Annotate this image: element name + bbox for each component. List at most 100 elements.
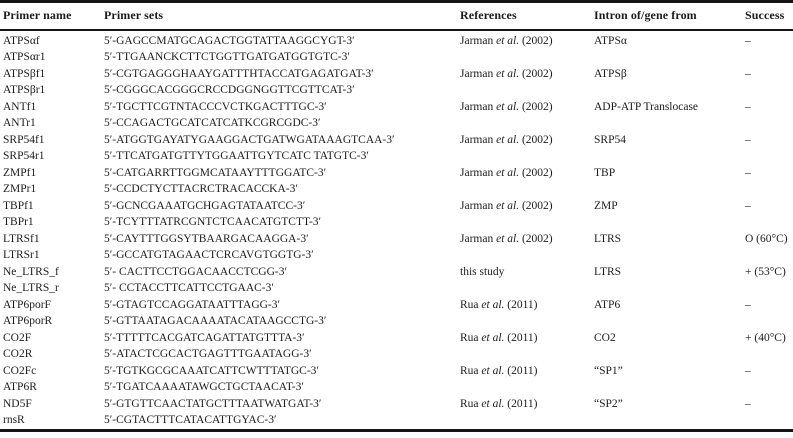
intron-gene-cell: LTRS (594, 232, 622, 245)
success-cell: – (745, 364, 751, 377)
reference-cell: Jarman et al. (2002) (460, 200, 594, 212)
primer-name-cell: CO2F (3, 331, 32, 344)
primer-sequence-cell: 5′-GTTAATAGACAAAATACATAAGCCTG-3′ (104, 315, 327, 328)
table-top-rule (0, 0, 793, 3)
column-header-references: References (460, 8, 517, 22)
table-row: ND5F 5′-GTGTTCAACTATGCTTTAATWATGAT-3′ Ru… (0, 396, 793, 413)
intron-gene-cell: TBP (594, 166, 616, 179)
reference-author: Rua (460, 397, 482, 410)
primer-name-cell: ATP6R (3, 381, 37, 394)
table-row: SRP54r1 5′-TTCATGATGTTYTGGAATTGYTCATC TA… (0, 148, 793, 165)
table-row: ATP6porR 5′-GTTAATAGACAAAATACATAAGCCTG-3… (0, 313, 793, 330)
reference-author: Jarman (460, 34, 497, 47)
reference-etal: et al. (496, 133, 520, 146)
intron-gene-cell: ATPSα (594, 34, 627, 47)
primer-sequence-cell: 5′-TTGAANCKCTTCTGGTTGATGATGGTGTC-3′ (104, 51, 350, 64)
success-cell: – (745, 166, 751, 179)
primer-sequence-cell: 5′-TGTKGCGCAAATCATTCWTTTATGC-3′ (104, 364, 319, 377)
primer-sequence-cell: 5′-CCAGACTGCATCATCATKCGRCGDC-3′ (104, 117, 321, 130)
primer-sequence-cell: 5′-CGTGAGGGHAAYGATTTHTACCATGAGATGAT-3′ (104, 67, 374, 80)
reference-author: Jarman (460, 232, 497, 245)
intron-gene-cell: LTRS (594, 265, 622, 278)
primer-name-cell: Ne_LTRS_r (3, 282, 59, 295)
table-row: LTRSr1 5′-GCCATGTAGAACTCRCAVGTGGTG-3′ (0, 247, 793, 264)
primer-name-cell: ZMPr1 (3, 183, 37, 196)
table-row: ATPSβf1 5′-CGTGAGGGHAAYGATTTHTACCATGAGAT… (0, 66, 793, 83)
primer-name-cell: ATP6porR (3, 315, 53, 328)
intron-gene-cell: ZMP (594, 199, 618, 212)
column-header-success: Success (745, 8, 785, 22)
reference-cell: Jarman et al. (2002) (460, 68, 594, 80)
reference-year: (2002) (519, 34, 553, 47)
reference-cell: Jarman et al. (2002) (460, 101, 594, 113)
reference-etal: et al. (481, 364, 505, 377)
table-bottom-rule (0, 429, 793, 432)
reference-year: (2002) (519, 133, 553, 146)
primer-sequence-cell: 5′-GAGCCMATGCAGACTGGTATTAAGGCYGT-3′ (104, 34, 355, 47)
primer-name-cell: ATP6porF (3, 298, 51, 311)
success-cell: – (745, 100, 751, 113)
success-cell: – (745, 199, 751, 212)
table-row: ANTf1 5′-TGCTTCGTNTACCCVCTKGACTTTGC-3′ J… (0, 99, 793, 116)
success-cell: O (60°C) (745, 232, 788, 245)
primer-name-cell: LTRSf1 (3, 232, 40, 245)
reference-year: (2011) (504, 364, 538, 377)
primer-name-cell: TBPr1 (3, 216, 34, 229)
table-row: CO2F 5′-TTTTTCACGATCAGATTATGTTTA-3′ Rua … (0, 330, 793, 347)
primer-sequence-cell: 5′-GCCATGTAGAACTCRCAVGTGGTG-3′ (104, 249, 314, 262)
primer-name-cell: CO2R (3, 348, 33, 361)
reference-etal: et al. (481, 397, 505, 410)
primer-name-cell: SRP54r1 (3, 150, 45, 163)
table-row: Ne_LTRS_f 5′- CACTTCCTGGACAACCTCGG-3′ th… (0, 264, 793, 281)
table-row: ZMPr1 5′-CCDCTYCTTACRCTRACACCKA-3′ (0, 181, 793, 198)
reference-etal: et al. (496, 199, 520, 212)
reference-year: (2011) (504, 331, 538, 344)
primer-name-cell: ATPSαr1 (3, 51, 46, 64)
table-row: ATPSαf 5′-GAGCCMATGCAGACTGGTATTAAGGCYGT-… (0, 33, 793, 50)
primer-sequence-cell: 5′-TGCTTCGTNTACCCVCTKGACTTTGC-3′ (104, 100, 327, 113)
primer-sequence-cell: 5′-GTAGTCCAGGATAATTTAGG-3′ (104, 298, 281, 311)
intron-gene-cell: ATP6 (594, 298, 621, 311)
reference-author: Jarman (460, 166, 497, 179)
primer-sequence-cell: 5′-TTCATGATGTTYTGGAATTGYTCATC TATGTC-3′ (104, 150, 369, 163)
primer-name-cell: ANTf1 (3, 100, 37, 113)
primer-sequence-cell: 5′-TGATCAAAATAWGCTGCTAACAT-3′ (104, 381, 304, 394)
primer-sequence-cell: 5′-TCYTTTATRCGNTCTCAACATGTCTT-3′ (104, 216, 322, 229)
primer-sequence-cell: 5′-TTTTTCACGATCAGATTATGTTTA-3′ (104, 331, 305, 344)
reference-author: Jarman (460, 67, 497, 80)
reference-author: this study (460, 265, 505, 278)
reference-cell: Rua et al. (2011) (460, 332, 594, 344)
table-body: ATPSαf 5′-GAGCCMATGCAGACTGGTATTAAGGCYGT-… (0, 33, 793, 429)
primer-name-cell: Ne_LTRS_f (3, 265, 59, 278)
table-row: CO2R 5′-ATACTCGCACTGAGTTTGAATAGG-3′ (0, 346, 793, 363)
reference-etal: et al. (496, 166, 520, 179)
table-row: ATPSβr1 5′-CGGGCACGGGCRCCDGGNGGTTCGTTCAT… (0, 82, 793, 99)
table-row: ANTr1 5′-CCAGACTGCATCATCATKCGRCGDC-3′ (0, 115, 793, 132)
reference-year: (2002) (519, 100, 553, 113)
primer-sequence-cell: 5′-CAYTTTGGSYTBAARGACAAGGA-3′ (104, 232, 309, 245)
reference-cell: Jarman et al. (2002) (460, 167, 594, 179)
primer-name-cell: ANTr1 (3, 117, 36, 130)
success-cell: – (745, 67, 751, 80)
success-cell: – (745, 34, 751, 47)
table-row: SRP54f1 5′-ATGGTGAYATYGAAGGACTGATWGATAAA… (0, 132, 793, 149)
success-cell: – (745, 397, 751, 410)
header-divider-rule (0, 29, 793, 31)
column-header-intron-gene: Intron of/gene from (594, 8, 697, 22)
reference-etal: et al. (496, 232, 520, 245)
primer-sequence-cell: 5′-ATACTCGCACTGAGTTTGAATAGG-3′ (104, 348, 312, 361)
reference-year: (2002) (519, 199, 553, 212)
primer-sequence-cell: 5′-CGGGCACGGGCRCCDGGNGGTTCGTTCAT-3′ (104, 84, 355, 97)
table-row: CO2Fc 5′-TGTKGCGCAAATCATTCWTTTATGC-3′ Ru… (0, 363, 793, 380)
intron-gene-cell: “SP1” (594, 364, 623, 377)
table-row: Ne_LTRS_r 5′- CCTACCTTCATTCCTGAAC-3′ (0, 280, 793, 297)
reference-year: (2002) (519, 232, 553, 245)
intron-gene-cell: ATPSβ (594, 67, 627, 80)
primer-name-cell: ND5F (3, 397, 32, 410)
primer-name-cell: rnsR (3, 414, 25, 427)
table-row: rnsR 5′-CGTACTTTCATACATTGYAC-3′ (0, 412, 793, 429)
reference-author: Jarman (460, 133, 497, 146)
primer-name-cell: TBPf1 (3, 199, 34, 212)
table-row: TBPr1 5′-TCYTTTATRCGNTCTCAACATGTCTT-3′ (0, 214, 793, 231)
